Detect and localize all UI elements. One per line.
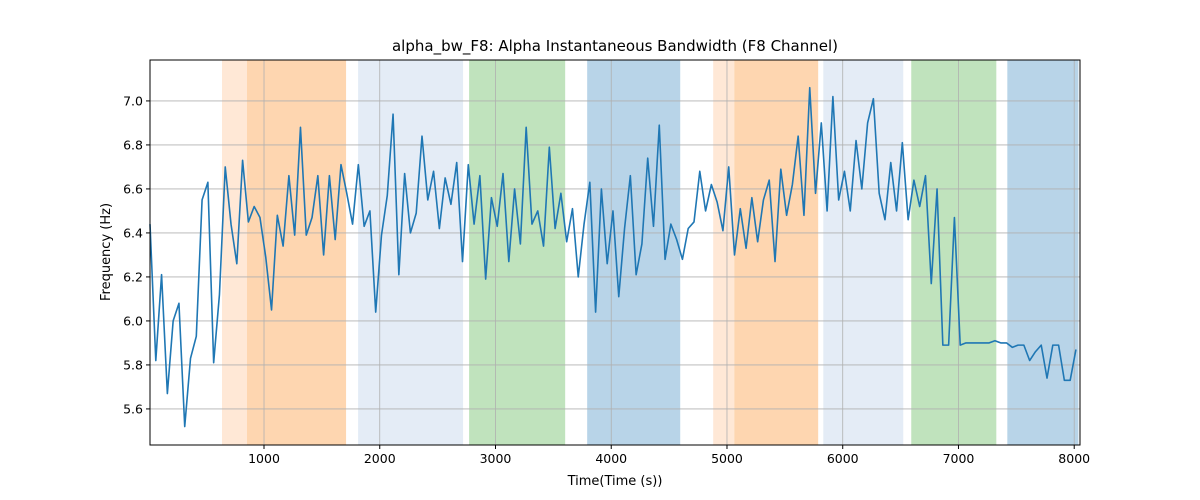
y-tick-label: 6.6 — [123, 181, 143, 196]
y-tick-label: 7.0 — [123, 93, 143, 108]
y-tick-label: 6.2 — [123, 269, 143, 284]
x-tick-label: 2000 — [364, 451, 396, 466]
shaded-span — [1007, 60, 1079, 445]
shaded-span — [713, 60, 735, 445]
shaded-span — [911, 60, 997, 445]
y-axis-label: Frequency (Hz) — [99, 203, 114, 301]
shaded-span — [246, 60, 347, 445]
chart-title: alpha_bw_F8: Alpha Instantaneous Bandwid… — [392, 37, 838, 56]
x-tick-label: 6000 — [827, 451, 859, 466]
shaded-span — [469, 60, 566, 445]
x-tick-label: 5000 — [711, 451, 743, 466]
plot-frame — [149, 59, 1081, 446]
y-tick-label: 5.8 — [123, 357, 143, 372]
y-tick-label: 5.6 — [123, 401, 143, 416]
shaded-span — [823, 60, 904, 445]
y-tick-label: 6.0 — [123, 313, 143, 328]
y-tick-label: 6.8 — [123, 137, 143, 152]
x-axis-label: Time(Time (s)) — [567, 474, 663, 489]
shaded-span — [358, 60, 464, 445]
plot — [149, 86, 1077, 428]
x-tick-label: 8000 — [1058, 451, 1090, 466]
grid — [150, 60, 1080, 445]
y-tick-label: 6.4 — [123, 225, 143, 240]
x-tick-label: 3000 — [480, 451, 512, 466]
x-tick-label: 7000 — [943, 451, 975, 466]
data-line — [149, 86, 1077, 428]
axes: 1000 2000 3000 4000 5000 6000 7000 8000 5.6 5.8 6.… — [123, 93, 1090, 466]
x-tick-label: 4000 — [595, 451, 627, 466]
x-tick-label: 1000 — [248, 451, 280, 466]
